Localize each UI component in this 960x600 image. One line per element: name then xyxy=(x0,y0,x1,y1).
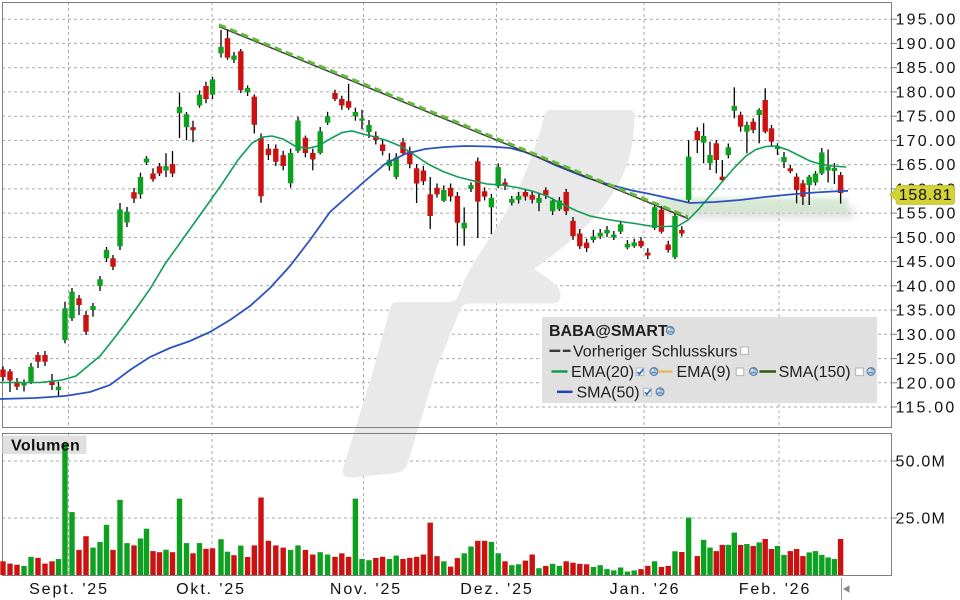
svg-text:Sept. '25: Sept. '25 xyxy=(29,581,109,598)
svg-text:Nov. '25: Nov. '25 xyxy=(330,581,402,598)
svg-text:Okt. '25: Okt. '25 xyxy=(176,581,246,598)
svg-text:180.00: 180.00 xyxy=(896,84,958,101)
svg-text:SMA(50): SMA(50) xyxy=(577,384,640,401)
svg-text:Volumen: Volumen xyxy=(11,438,80,455)
svg-text:158.81: 158.81 xyxy=(899,187,953,204)
svg-text:EMA(9): EMA(9) xyxy=(677,364,731,381)
svg-text:Jan. '26: Jan. '26 xyxy=(610,581,681,598)
svg-text:155.00: 155.00 xyxy=(896,206,958,223)
svg-text:Feb. '26: Feb. '26 xyxy=(739,581,812,598)
svg-text:25.0M: 25.0M xyxy=(896,511,946,528)
svg-text:195.00: 195.00 xyxy=(896,12,958,29)
svg-text:BABA@SMART: BABA@SMART xyxy=(549,323,668,340)
svg-text:175.00: 175.00 xyxy=(896,109,958,126)
svg-text:120.00: 120.00 xyxy=(896,375,958,392)
svg-text:EMA(20): EMA(20) xyxy=(571,364,634,381)
svg-text:190.00: 190.00 xyxy=(896,36,958,53)
svg-text:140.00: 140.00 xyxy=(896,278,958,295)
svg-text:145.00: 145.00 xyxy=(896,254,958,271)
svg-text:SMA(150): SMA(150) xyxy=(779,364,851,381)
svg-text:185.00: 185.00 xyxy=(896,60,958,77)
svg-text:130.00: 130.00 xyxy=(896,327,958,344)
svg-text:Vorheriger Schlusskurs: Vorheriger Schlusskurs xyxy=(573,343,738,360)
svg-text:Dez. '25: Dez. '25 xyxy=(460,581,533,598)
svg-text:50.0M: 50.0M xyxy=(896,454,946,471)
svg-text:150.00: 150.00 xyxy=(896,230,958,247)
svg-text:170.00: 170.00 xyxy=(896,133,958,150)
svg-text:115.00: 115.00 xyxy=(896,400,957,417)
svg-text:165.00: 165.00 xyxy=(896,157,958,174)
svg-text:125.00: 125.00 xyxy=(896,351,958,368)
svg-text:135.00: 135.00 xyxy=(896,303,958,320)
